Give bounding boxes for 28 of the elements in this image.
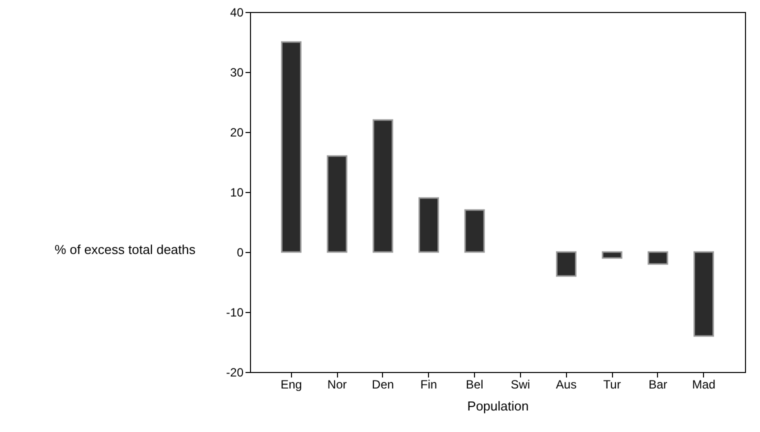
y-tick-label: -10: [226, 306, 244, 320]
bar: [464, 209, 485, 253]
x-tick-label: Eng: [280, 378, 302, 392]
x-tick-label: Aus: [556, 378, 577, 392]
bar: [602, 251, 622, 259]
y-tick-label: 10: [230, 186, 244, 200]
x-tick-label: Bel: [466, 378, 484, 392]
bar: [281, 41, 302, 253]
y-tick-label: 0: [236, 246, 244, 260]
bar: [372, 119, 394, 253]
x-tick-label: Mad: [692, 378, 716, 392]
x-tick-label: Fin: [420, 378, 438, 392]
x-tick-label: Den: [372, 378, 394, 392]
x-axis-title: Population: [467, 398, 529, 414]
y-tick-label: 40: [230, 6, 244, 20]
bar: [326, 155, 348, 253]
bar: [648, 251, 668, 265]
x-tick-label: Swi: [510, 378, 530, 392]
x-tick-label: Tur: [603, 378, 621, 392]
y-tick-label: 30: [230, 66, 244, 80]
y-axis-title: % of excess total deaths: [54, 242, 196, 258]
x-tick-label: Nor: [327, 378, 347, 392]
y-tick-label: 20: [230, 126, 244, 140]
bar: [556, 251, 576, 277]
y-tick-label: -20: [226, 366, 244, 380]
x-tick-label: Bar: [648, 378, 668, 392]
bar: [694, 251, 714, 337]
bar: [418, 197, 439, 253]
